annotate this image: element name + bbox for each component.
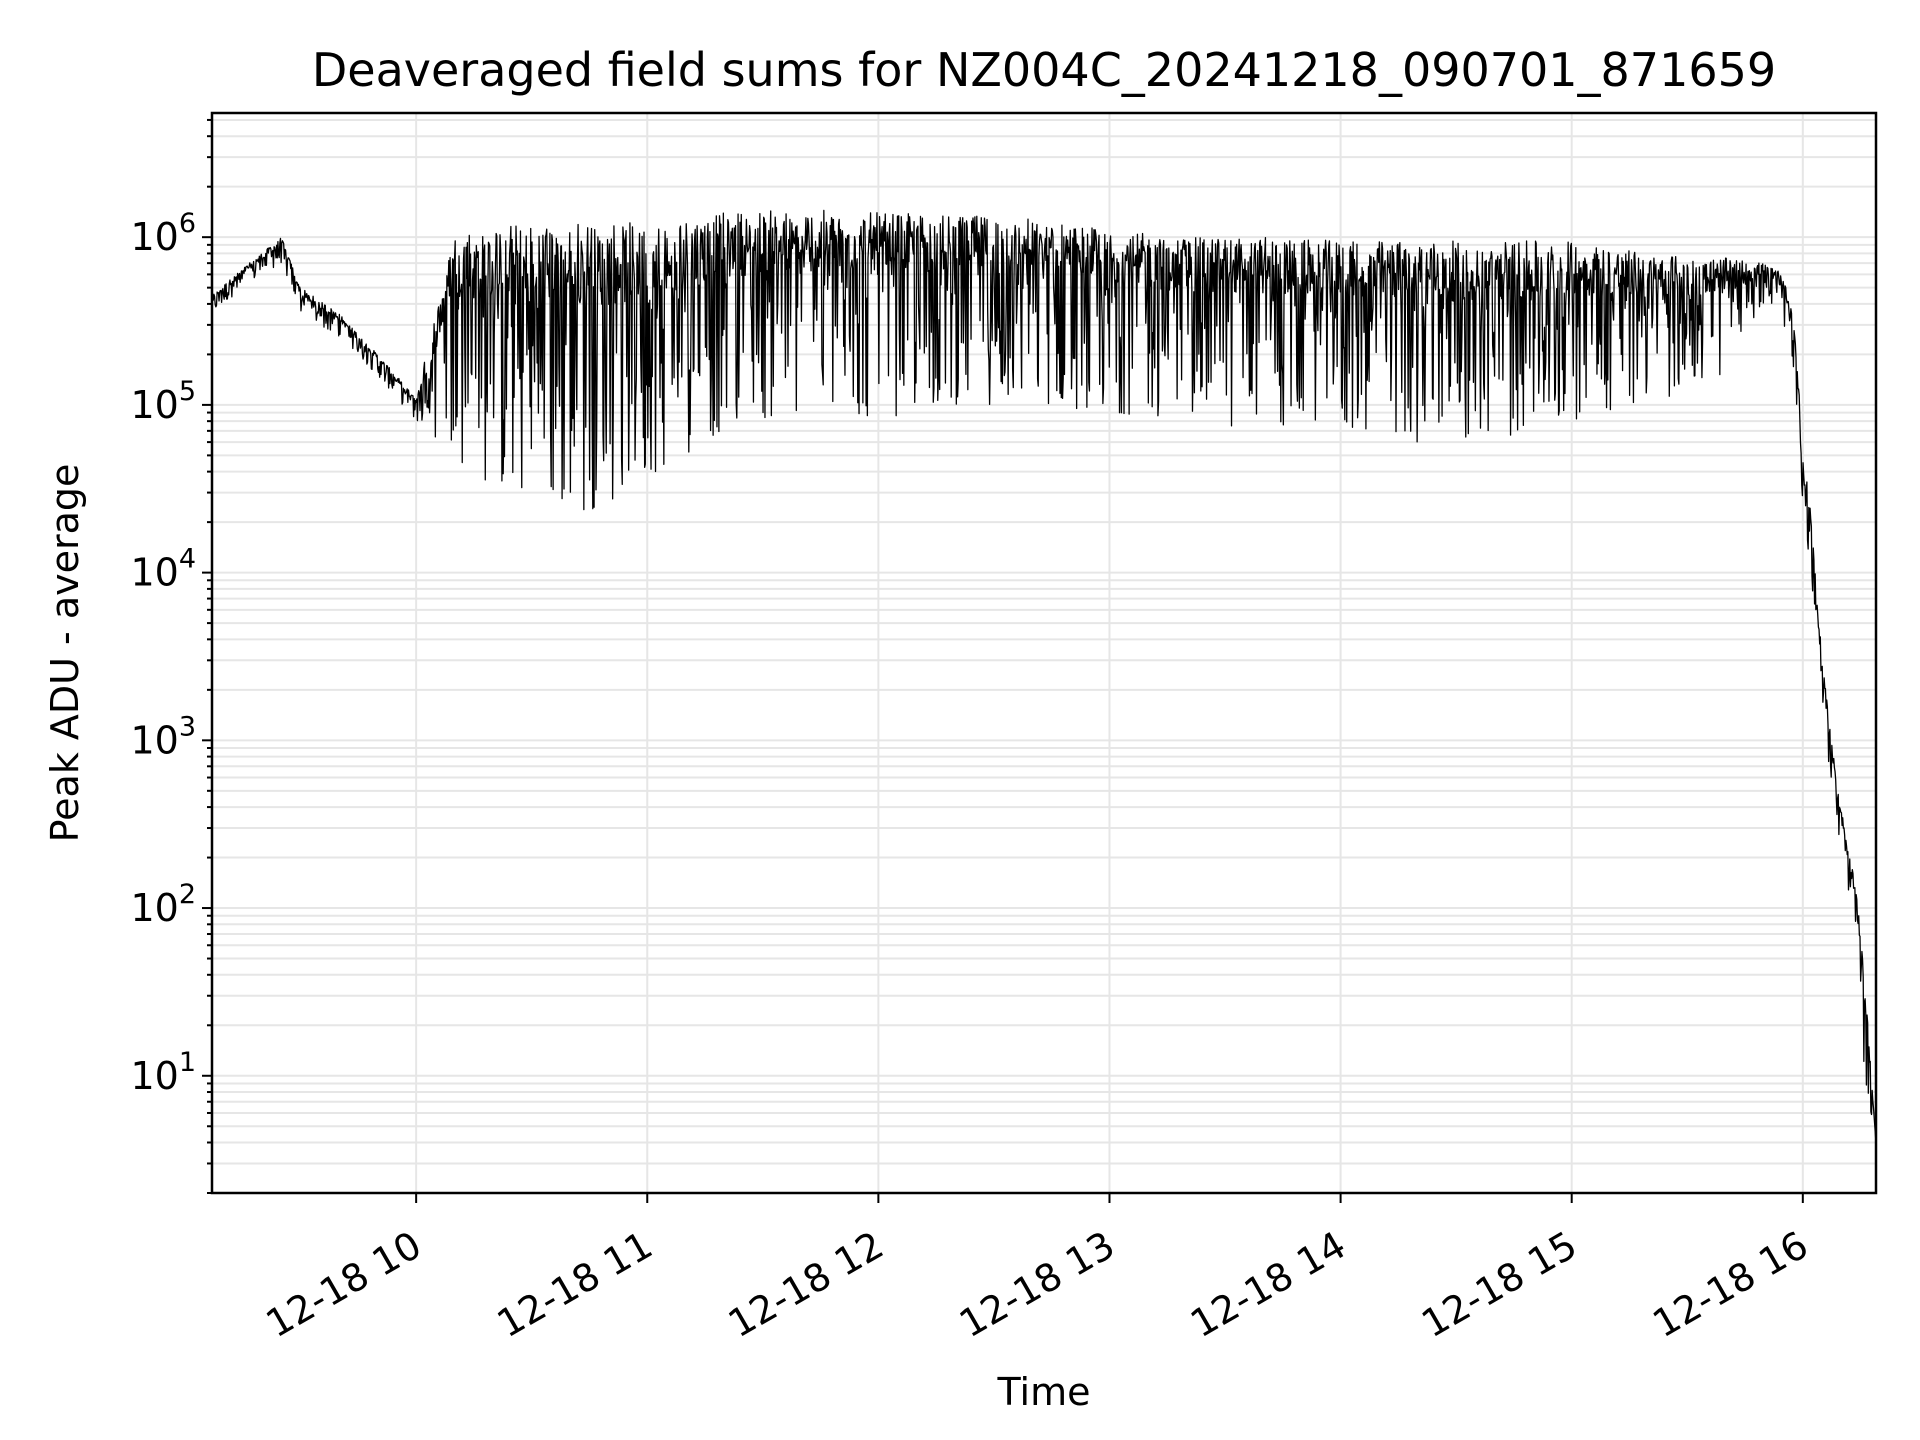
y-tick-label: 101 <box>130 1047 196 1098</box>
y-tick-exponent: 5 <box>179 376 196 407</box>
y-tick-base: 10 <box>130 215 178 259</box>
y-tick-exponent: 1 <box>179 1047 196 1078</box>
y-tick-label: 102 <box>130 879 196 930</box>
y-tick-base: 10 <box>130 551 178 595</box>
y-tick-label: 106 <box>130 208 196 259</box>
y-tick-base: 10 <box>130 383 178 427</box>
y-axis-label: Peak ADU - average <box>43 464 87 843</box>
y-tick-exponent: 4 <box>179 544 196 575</box>
chart-title: Deaveraged field sums for NZ004C_2024121… <box>312 43 1776 97</box>
y-tick-exponent: 3 <box>179 711 196 742</box>
y-tick-base: 10 <box>130 718 178 762</box>
series-line <box>211 209 1877 1143</box>
y-tick-label: 104 <box>130 544 196 595</box>
y-tick-exponent: 6 <box>179 208 196 239</box>
y-tick-base: 10 <box>130 1054 178 1098</box>
x-axis-label: Time <box>997 1370 1091 1414</box>
y-tick-base: 10 <box>130 886 178 930</box>
plot-area-frame <box>210 111 1878 1195</box>
y-tick-label: 105 <box>130 376 196 427</box>
y-tick-label: 103 <box>130 711 196 762</box>
y-tick-exponent: 2 <box>179 879 196 910</box>
series-group <box>211 209 1877 1143</box>
